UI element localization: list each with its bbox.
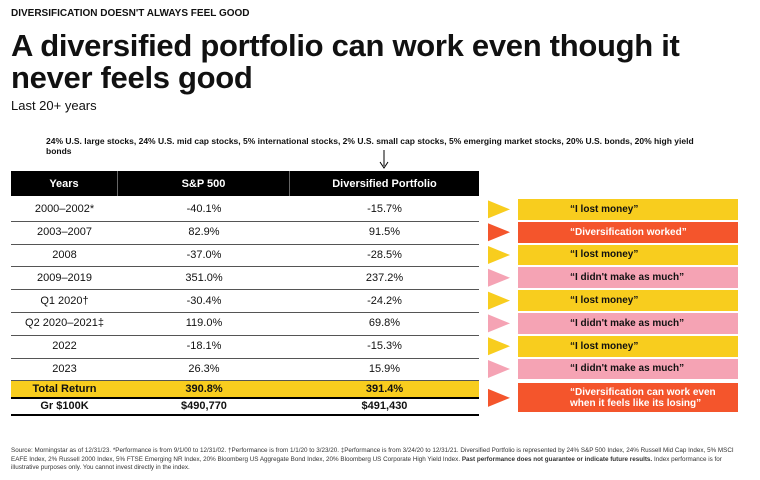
total-divider: [11, 397, 479, 399]
reaction: “I lost money”: [518, 335, 738, 357]
pointer: [488, 360, 510, 378]
pointer: [488, 314, 510, 333]
footnote-end: Index performance is for illustrative pu…: [11, 455, 722, 472]
row-divider: [11, 243, 479, 245]
table-cell: 2023: [52, 362, 77, 375]
reaction: “I didn't make as much”: [518, 267, 738, 289]
row-divider: [11, 312, 479, 313]
arrow-head: [379, 161, 389, 169]
growth-cell: $491,430: [361, 400, 408, 413]
subtitle: Last 20+ years: [11, 98, 97, 113]
footnote-text: Source: Morningstar as of 12/31/23. *Per…: [11, 447, 734, 463]
table-cell: -40.1%: [186, 203, 222, 216]
row-divider: [11, 289, 479, 291]
reaction: “Diversification worked”: [518, 221, 738, 243]
table-cell: 26.3%: [188, 362, 220, 375]
total-cell: 391.4%: [290, 381, 479, 398]
reaction: “I lost money”: [518, 199, 738, 220]
bottom-rule: [11, 414, 479, 416]
table-cell: 2009–2019: [36, 271, 93, 284]
table-cell: Q2 2020–2021‡: [25, 317, 104, 330]
row-divider: [11, 266, 479, 268]
table-cell: Q1 2020†: [40, 294, 89, 307]
table-cell: 2008: [52, 248, 77, 261]
table-cell: -15.7%: [367, 203, 402, 216]
table-cell: 69.8%: [368, 317, 401, 330]
reaction: “I didn't make as much”: [518, 358, 738, 380]
table-cell: -15.3%: [367, 340, 402, 353]
table-cell: 119.0%: [185, 317, 223, 330]
allocation-note: 24% U.S. large stocks, 24% U.S. mid cap …: [46, 136, 694, 156]
reaction: “I lost money”: [518, 244, 738, 266]
table-cell: 351.0%: [185, 271, 223, 284]
table-cell: 2022: [52, 340, 77, 353]
footnote: Source: Morningstar as of 12/31/23. *Per…: [11, 447, 751, 473]
column-header: S&P 500: [118, 171, 290, 196]
pointer: [488, 268, 510, 287]
column-header: Diversified Portfolio: [290, 171, 479, 196]
eyebrow: DIVERSIFICATION DOESN'T ALWAYS FEEL GOOD: [11, 8, 250, 19]
table-cell: 237.2%: [365, 271, 404, 284]
growth-cell: Gr $100K: [40, 400, 89, 413]
table-cell: -28.5%: [367, 248, 402, 261]
total-cell: Total Return: [11, 381, 118, 398]
table-cell: -37.0%: [186, 248, 222, 261]
table-cell: -18.1%: [186, 340, 222, 353]
reaction: “I lost money”: [518, 290, 738, 311]
pointer: [488, 246, 510, 264]
pointer: [488, 291, 510, 310]
row-divider: [11, 334, 479, 336]
total-cell: 390.8%: [118, 381, 290, 398]
footnote-bold: Past performance does not guarantee or i…: [461, 455, 653, 463]
reaction: “I didn't make as much”: [518, 313, 738, 334]
table-cell: -24.2%: [367, 294, 402, 307]
table-cell: 2000–2002*: [34, 203, 95, 216]
table-cell: 91.5%: [368, 226, 401, 239]
pointer: [488, 223, 510, 242]
growth-cell: $490,770: [181, 400, 227, 413]
row-divider: [11, 220, 479, 222]
reaction: “Diversification can work even when it f…: [518, 383, 738, 413]
column-header: Years: [11, 171, 118, 196]
row-divider: [11, 357, 479, 359]
pointer: [488, 388, 510, 407]
table-cell: -30.4%: [186, 294, 222, 307]
title: A diversified portfolio can work even th…: [11, 28, 680, 95]
table-cell: 2003–2007: [36, 226, 93, 239]
pointer: [488, 337, 510, 356]
table-cell: 15.9%: [368, 362, 401, 375]
pointer: [488, 200, 510, 219]
row-divider: [11, 380, 479, 382]
table-cell: 82.9%: [188, 226, 220, 239]
